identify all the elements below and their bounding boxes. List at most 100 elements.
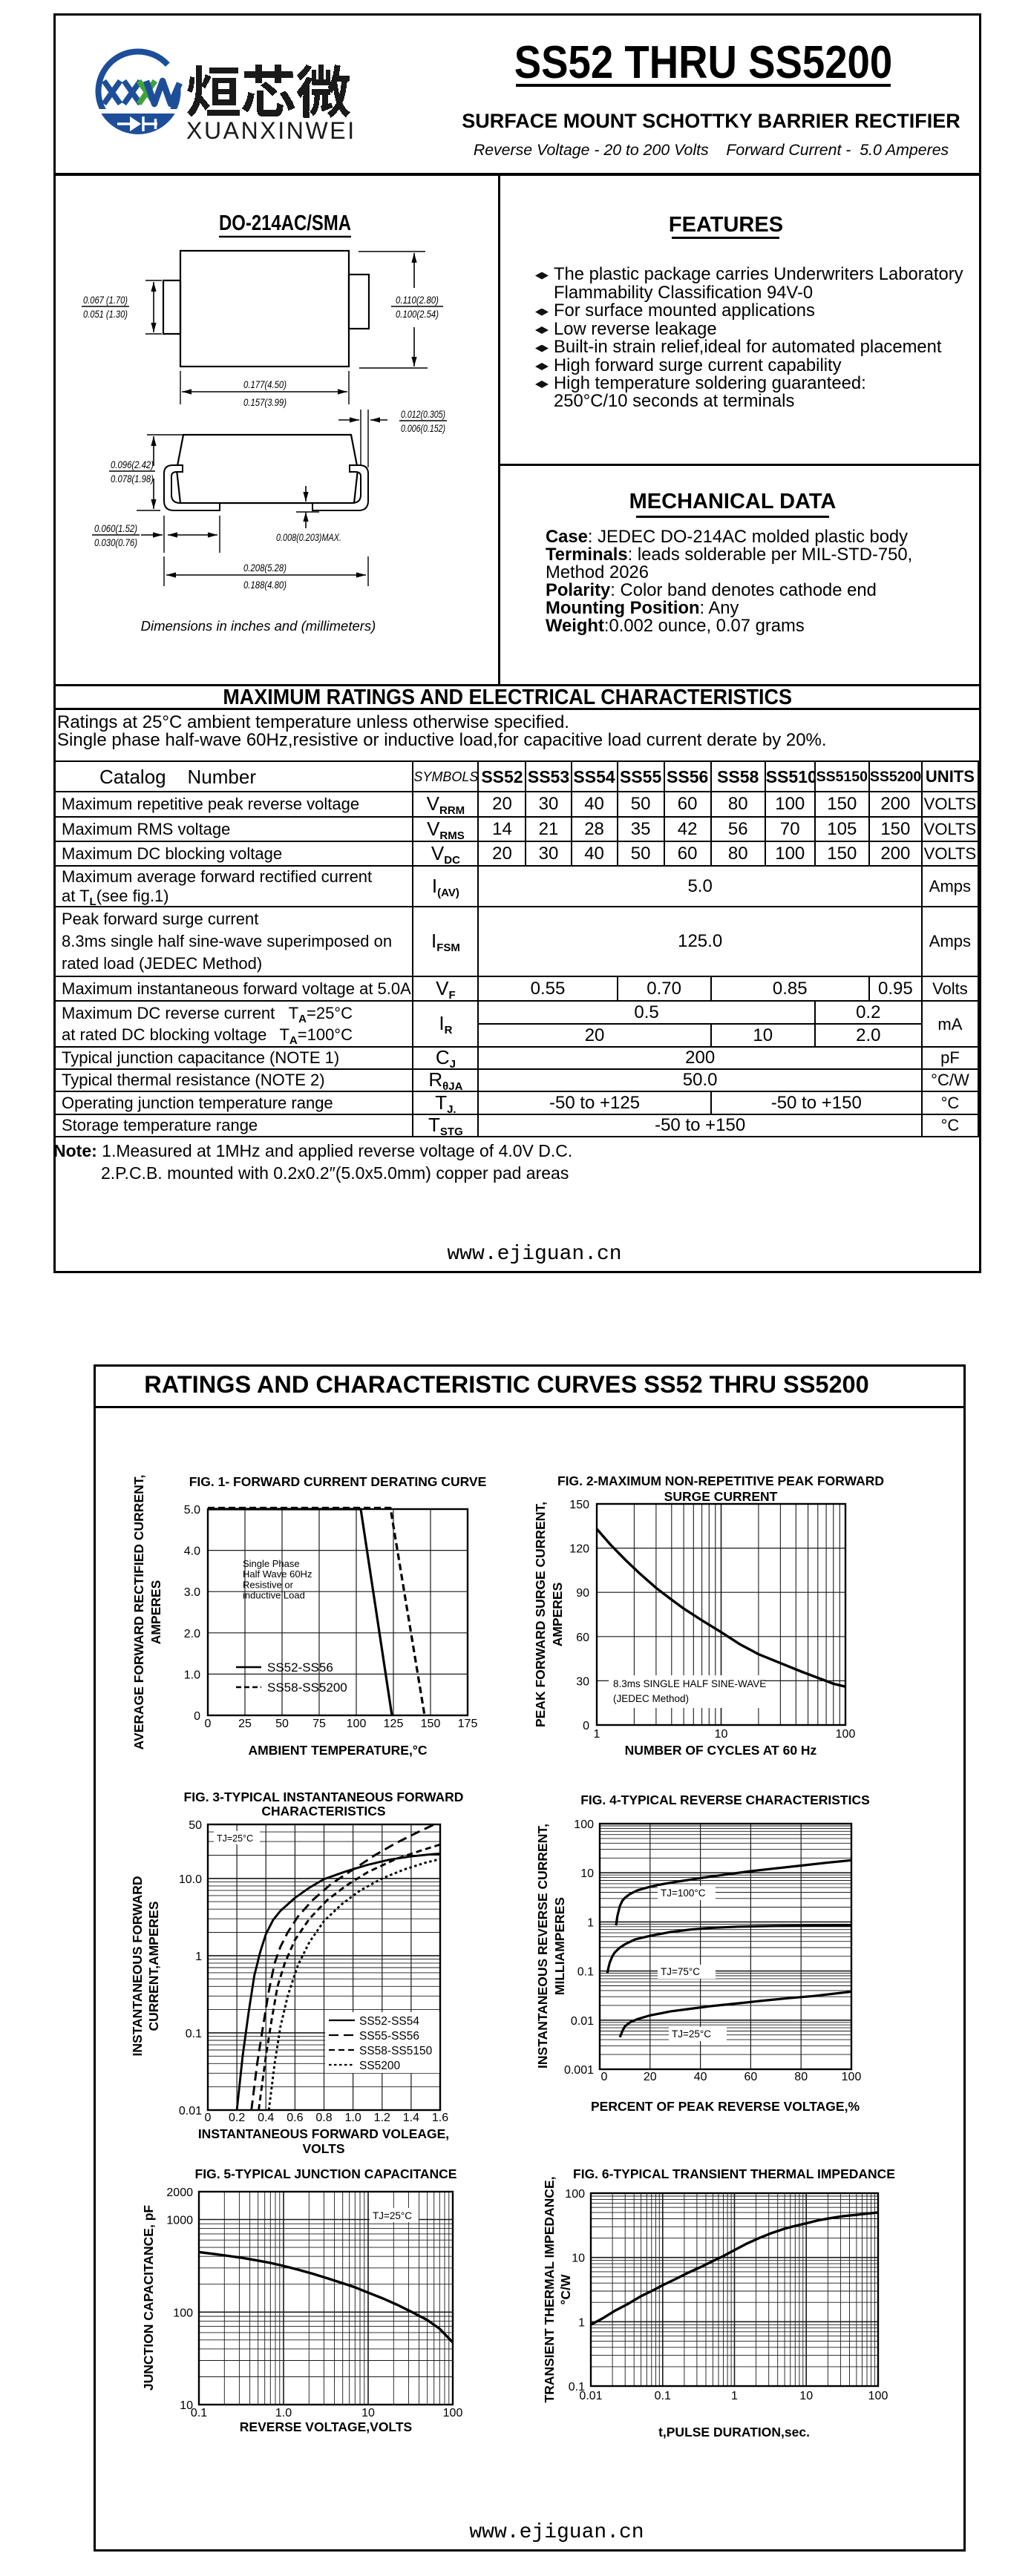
svg-text:10.0: 10.0 xyxy=(179,1873,202,1886)
svg-text:INSTANTANEOUS FORWARD VOLEAGE,: INSTANTANEOUS FORWARD VOLEAGE, xyxy=(198,2126,449,2141)
svg-text:1: 1 xyxy=(594,1728,600,1741)
svg-text:0.1: 0.1 xyxy=(191,2407,207,2419)
svg-text:TJ=75°C: TJ=75°C xyxy=(661,1966,700,1977)
svg-text:SS55-SS56: SS55-SS56 xyxy=(359,2030,419,2043)
svg-text:90: 90 xyxy=(576,1587,589,1600)
svg-text:100: 100 xyxy=(565,2188,585,2201)
svg-text:REVERSE VOLTAGE,VOLTS: REVERSE VOLTAGE,VOLTS xyxy=(240,2419,412,2434)
svg-text:10: 10 xyxy=(799,2390,813,2402)
svg-text:Dimensions in inches and (mill: Dimensions in inches and (millimeters) xyxy=(141,618,376,634)
svg-text:CURRENT,AMPERES: CURRENT,AMPERES xyxy=(146,1901,161,2031)
svg-text:FIG. 6-TYPICAL TRANSIENT THERM: FIG. 6-TYPICAL TRANSIENT THERMAL IMPEDAN… xyxy=(573,2166,895,2181)
svg-text:AMPERES: AMPERES xyxy=(148,1580,163,1645)
svg-text:0.067 (1.70): 0.067 (1.70) xyxy=(83,295,128,306)
svg-text:FIG. 5-TYPICAL JUNCTION CAPACI: FIG. 5-TYPICAL JUNCTION CAPACITANCE xyxy=(195,2166,457,2181)
svg-text:FIG. 1- FORWARD CURRENT DERATI: FIG. 1- FORWARD CURRENT DERATING CURVE xyxy=(189,1474,487,1489)
svg-text:CHARACTERISTICS: CHARACTERISTICS xyxy=(261,1804,385,1818)
svg-text:AMBIENT TEMPERATURE,°C: AMBIENT TEMPERATURE,°C xyxy=(249,1743,428,1758)
svg-text:100: 100 xyxy=(173,2307,193,2319)
svg-text:0.1: 0.1 xyxy=(186,2028,202,2040)
svg-text:FIG. 3-TYPICAL INSTANTANEOUS F: FIG. 3-TYPICAL INSTANTANEOUS FORWARD xyxy=(184,1790,464,1804)
svg-text:0.177(4.50): 0.177(4.50) xyxy=(243,379,287,390)
svg-text:150: 150 xyxy=(421,1718,441,1730)
svg-text:1.0: 1.0 xyxy=(184,1669,200,1681)
svg-text:0: 0 xyxy=(205,1718,212,1730)
svg-text:1: 1 xyxy=(195,1951,202,1963)
svg-text:1.2: 1.2 xyxy=(374,2112,390,2124)
svg-text:AMPERES: AMPERES xyxy=(550,1583,565,1647)
svg-text:INSTANTANEOUS FORWARD: INSTANTANEOUS FORWARD xyxy=(130,1876,145,2056)
svg-text:DO-214AC/SMA: DO-214AC/SMA xyxy=(219,211,351,235)
svg-text:0.012(0.305): 0.012(0.305) xyxy=(401,409,445,420)
svg-text:0.01: 0.01 xyxy=(579,2390,602,2402)
svg-text:0: 0 xyxy=(194,1710,200,1723)
svg-text:175: 175 xyxy=(458,1718,478,1730)
svg-text:30: 30 xyxy=(576,1675,589,1688)
svg-text:TJ=100°C: TJ=100°C xyxy=(661,1887,706,1899)
svg-text:10: 10 xyxy=(572,2253,585,2265)
svg-text:Half Wave 60Hz: Half Wave 60Hz xyxy=(243,1568,312,1580)
svg-text:150: 150 xyxy=(569,1499,589,1511)
svg-text:80: 80 xyxy=(794,2071,808,2083)
svg-text:100: 100 xyxy=(868,2390,888,2402)
svg-text:2.0: 2.0 xyxy=(184,1628,200,1640)
svg-text:20: 20 xyxy=(644,2071,657,2083)
svg-text:0.100(2.54): 0.100(2.54) xyxy=(396,309,439,320)
svg-text:0.4: 0.4 xyxy=(258,2112,274,2124)
svg-text:1.6: 1.6 xyxy=(432,2112,448,2124)
svg-text:0.1: 0.1 xyxy=(577,1966,594,1979)
svg-text:40: 40 xyxy=(694,2071,707,2083)
svg-text:100: 100 xyxy=(842,2071,862,2083)
svg-text:t,PULSE DURATION,sec.: t,PULSE DURATION,sec. xyxy=(658,2425,810,2439)
svg-text:0.006(0.152): 0.006(0.152) xyxy=(401,423,445,434)
svg-text:SS52-SS54: SS52-SS54 xyxy=(359,2015,419,2028)
svg-text:50: 50 xyxy=(189,1819,202,1832)
svg-text:SS58-SS5200: SS58-SS5200 xyxy=(267,1680,347,1695)
svg-text:FIG. 2-MAXIMUM NON-REPETITIVE: FIG. 2-MAXIMUM NON-REPETITIVE PEAK FORWA… xyxy=(557,1473,884,1488)
svg-text:60: 60 xyxy=(576,1632,589,1644)
svg-text:AVERAGE FORWARD RECTIFIED CURR: AVERAGE FORWARD RECTIFIED CURRENT, xyxy=(131,1475,146,1750)
svg-text:5.0: 5.0 xyxy=(184,1504,200,1517)
svg-text:100: 100 xyxy=(347,1718,367,1730)
svg-text:0.01: 0.01 xyxy=(179,2105,202,2117)
svg-text:0.110(2.80): 0.110(2.80) xyxy=(396,295,439,306)
svg-text:0.001: 0.001 xyxy=(564,2064,594,2077)
svg-text:SS58-SS5150: SS58-SS5150 xyxy=(359,2045,433,2057)
svg-text:1000: 1000 xyxy=(166,2215,193,2227)
svg-text:0.01: 0.01 xyxy=(571,2015,594,2028)
svg-text:TJ=25°C: TJ=25°C xyxy=(217,1833,253,1844)
svg-text:10: 10 xyxy=(180,2399,193,2412)
svg-text:0.2: 0.2 xyxy=(229,2112,245,2124)
svg-text:0.8: 0.8 xyxy=(315,2112,332,2124)
svg-text:SS5200: SS5200 xyxy=(359,2060,401,2072)
svg-text:0.030(0.76): 0.030(0.76) xyxy=(94,537,137,548)
svg-text:Resistive or: Resistive or xyxy=(243,1579,294,1590)
svg-text:3.0: 3.0 xyxy=(184,1586,200,1599)
svg-text:MILLIAMPERES: MILLIAMPERES xyxy=(552,1897,567,1995)
svg-text:TRANSIENT THERMAL IMPEDANCE,: TRANSIENT THERMAL IMPEDANCE, xyxy=(542,2177,557,2403)
svg-text:8.3ms SINGLE HALF SINE-WAVE: 8.3ms SINGLE HALF SINE-WAVE xyxy=(613,1678,766,1689)
svg-text:°C/W: °C/W xyxy=(558,2274,573,2304)
svg-text:125: 125 xyxy=(384,1718,404,1730)
svg-text:0: 0 xyxy=(601,2071,608,2083)
svg-text:FIG. 4-TYPICAL REVERSE CHARACT: FIG. 4-TYPICAL REVERSE CHARACTERISTICS xyxy=(580,1793,870,1807)
svg-text:SURGE CURRENT: SURGE CURRENT xyxy=(664,1489,778,1504)
svg-text:Single Phase: Single Phase xyxy=(243,1558,300,1569)
svg-text:0.060(1.52): 0.060(1.52) xyxy=(94,523,137,534)
svg-text:4.0: 4.0 xyxy=(184,1545,200,1558)
svg-text:0.188(4.80): 0.188(4.80) xyxy=(243,579,287,591)
svg-text:INSTANTANEOUS REVERSE CURRENT,: INSTANTANEOUS REVERSE CURRENT, xyxy=(535,1824,550,2069)
svg-text:10: 10 xyxy=(715,1728,728,1741)
svg-text:PEAK FORWARD SURGE CURRENT,: PEAK FORWARD SURGE CURRENT, xyxy=(533,1502,548,1727)
svg-text:(JEDEC Method): (JEDEC Method) xyxy=(613,1693,689,1704)
svg-text:0.1: 0.1 xyxy=(569,2381,585,2393)
svg-text:60: 60 xyxy=(744,2071,758,2083)
svg-text:2000: 2000 xyxy=(166,2186,193,2199)
svg-text:1.0: 1.0 xyxy=(344,2112,361,2124)
svg-text:0.157(3.99): 0.157(3.99) xyxy=(243,397,287,408)
svg-text:100: 100 xyxy=(836,1728,856,1741)
svg-text:1: 1 xyxy=(578,2316,585,2329)
svg-text:0.096(2.42): 0.096(2.42) xyxy=(111,459,154,470)
svg-text:0.6: 0.6 xyxy=(287,2112,303,2124)
svg-text:100: 100 xyxy=(574,1818,594,1831)
